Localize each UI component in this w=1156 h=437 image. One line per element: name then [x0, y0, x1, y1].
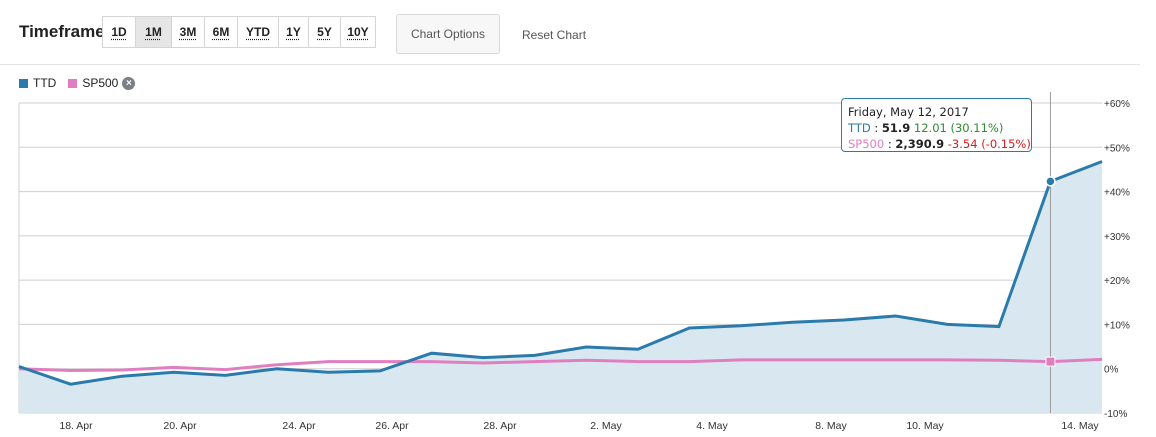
x-axis-labels: 18. Apr 20. Apr 24. Apr 26. Apr 28. Apr 2. Ma… — [59, 420, 1099, 432]
chart-toolbar: Timeframe 1D 1M 3M 6M YTD 1Y 5Y 10Y Chart Optio… — [0, 0, 1156, 64]
x-tick-label: 10. May — [906, 420, 944, 432]
tooltip-sp500-change: -3.54 (-0.15%) — [947, 137, 1031, 151]
tooltip-date: Friday, May 12, 2017 — [848, 105, 969, 119]
legend-label-ttd: TTD — [33, 76, 57, 90]
timeframe-button-ytd[interactable]: YTD — [237, 16, 279, 48]
x-tick-label: 26. Apr — [375, 420, 409, 432]
timeframe-button-3m[interactable]: 3M — [171, 16, 205, 48]
y-axis-labels: -10% 0% +10% +20% +30% +40% +50% +60% — [1104, 99, 1130, 420]
x-tick-label: 2. May — [590, 420, 622, 432]
legend-swatch-ttd — [19, 78, 28, 88]
timeframe-label: Timeframe — [19, 22, 105, 41]
tooltip-sp500-value: 2,390.9 — [895, 137, 945, 151]
x-tick-label: 4. May — [696, 420, 728, 432]
tooltip-row-sp500: SP500 : 2,390.9 -3.54 (-0.15%) — [848, 137, 1031, 151]
chart-series — [18, 160, 1103, 413]
y-tick-label: +50% — [1104, 143, 1130, 154]
tooltip-ttd-name: TTD — [848, 121, 871, 135]
reset-chart-button[interactable]: Reset Chart — [522, 28, 587, 42]
x-tick-label: 14. May — [1061, 420, 1099, 432]
ttd-hover-point — [1045, 176, 1056, 187]
sp500-hover-point — [1045, 356, 1056, 367]
chart-legend: TTD SP500 × — [19, 76, 147, 90]
x-tick-label: 28. Apr — [483, 420, 517, 432]
x-tick-label: 24. Apr — [282, 420, 316, 432]
y-tick-label: -10% — [1104, 409, 1127, 420]
y-tick-label: +10% — [1104, 320, 1130, 331]
ttd-line — [18, 160, 1103, 386]
chart-overlay — [1045, 92, 1056, 413]
sp500-line — [18, 357, 1103, 373]
timeframe-button-group: 1D 1M 3M 6M YTD 1Y 5Y 10Y — [102, 16, 376, 48]
legend-swatch-sp500 — [68, 78, 78, 88]
timeframe-button-1y[interactable]: 1Y — [278, 16, 309, 48]
tooltip-row-ttd: TTD : 51.9 12.01 (30.11%) — [848, 121, 1004, 135]
y-tick-label: +30% — [1104, 232, 1130, 243]
legend-item-sp500[interactable]: SP500 × — [68, 76, 136, 90]
legend-item-ttd[interactable]: TTD — [19, 76, 56, 90]
y-tick-label: +60% — [1104, 99, 1130, 110]
y-tick-label: 0% — [1104, 365, 1119, 376]
tooltip-ttd-value: 51.9 — [881, 121, 911, 135]
timeframe-button-10y[interactable]: 10Y — [340, 16, 376, 48]
legend-label-sp500: SP500 — [82, 76, 119, 90]
ttd-area-fill — [19, 161, 1102, 413]
x-tick-label: 8. May — [815, 420, 847, 432]
y-tick-label: +40% — [1104, 188, 1130, 199]
x-tick-label: 18. Apr — [59, 420, 93, 432]
tooltip-ttd-change: 12.01 (30.11%) — [913, 121, 1004, 135]
y-tick-label: +20% — [1104, 276, 1130, 287]
x-tick-label: 20. Apr — [163, 420, 197, 432]
chart-tooltip: Friday, May 12, 2017 TTD : 51.9 12.01 (3… — [841, 98, 1032, 152]
close-circle-icon[interactable]: × — [122, 76, 136, 90]
toolbar-divider — [0, 64, 1140, 65]
chart-options-button[interactable]: Chart Options — [396, 14, 500, 54]
tooltip-sp500-name: SP500 — [848, 137, 885, 151]
